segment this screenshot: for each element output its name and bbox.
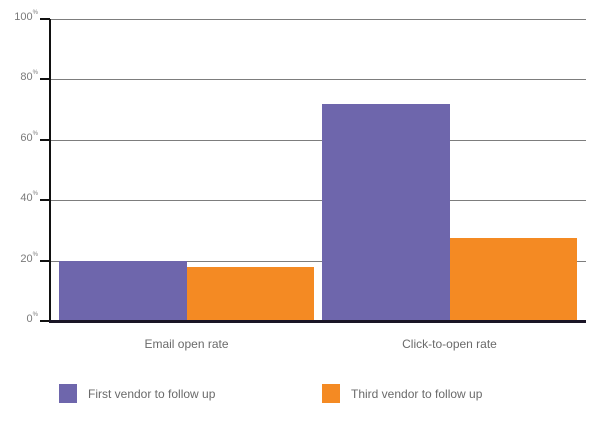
gridline — [50, 19, 586, 20]
y-tick-label: 0% — [0, 312, 38, 325]
legend-swatch — [322, 384, 340, 403]
y-tick-value: 0 — [26, 313, 33, 325]
y-tick-label: 40% — [0, 191, 38, 204]
y-tick-suffix: % — [32, 70, 38, 76]
y-tick-value: 100 — [14, 11, 33, 23]
y-tick-suffix: % — [32, 131, 38, 137]
y-tick-label: 60% — [0, 131, 38, 144]
y-tick-suffix: % — [32, 10, 38, 16]
y-tick-label: 100% — [0, 10, 38, 23]
y-tick-mark — [40, 260, 50, 262]
y-tick-suffix: % — [32, 252, 38, 258]
legend-swatch — [59, 384, 77, 403]
y-tick-mark — [40, 320, 50, 322]
x-axis — [49, 320, 586, 323]
y-tick-mark — [40, 199, 50, 201]
bar-third-vendor — [186, 266, 314, 321]
y-tick-label: 20% — [0, 252, 38, 265]
y-tick-value: 80 — [20, 71, 33, 83]
y-tick-mark — [40, 78, 50, 80]
y-tick-suffix: % — [32, 312, 38, 318]
y-tick-value: 40 — [20, 192, 33, 204]
y-axis — [49, 19, 51, 322]
gridline — [50, 140, 586, 141]
gridline — [50, 200, 586, 201]
y-tick-mark — [40, 139, 50, 141]
x-category-label: Click-to-open rate — [402, 337, 497, 351]
legend-label: Third vendor to follow up — [351, 386, 483, 401]
y-tick-suffix: % — [32, 191, 38, 197]
bar-first-vendor — [59, 260, 187, 321]
gridline — [50, 261, 586, 262]
x-category-label: Email open rate — [144, 337, 229, 351]
legend-item: First vendor to follow up — [59, 384, 215, 403]
y-tick-label: 80% — [0, 70, 38, 83]
gridline — [50, 79, 586, 80]
bar-third-vendor — [449, 237, 577, 321]
y-tick-value: 20 — [20, 253, 33, 265]
y-tick-mark — [40, 18, 50, 20]
legend-item: Third vendor to follow up — [322, 384, 482, 403]
y-tick-value: 60 — [20, 132, 33, 144]
bar-first-vendor — [322, 103, 450, 321]
legend-label: First vendor to follow up — [88, 386, 216, 401]
